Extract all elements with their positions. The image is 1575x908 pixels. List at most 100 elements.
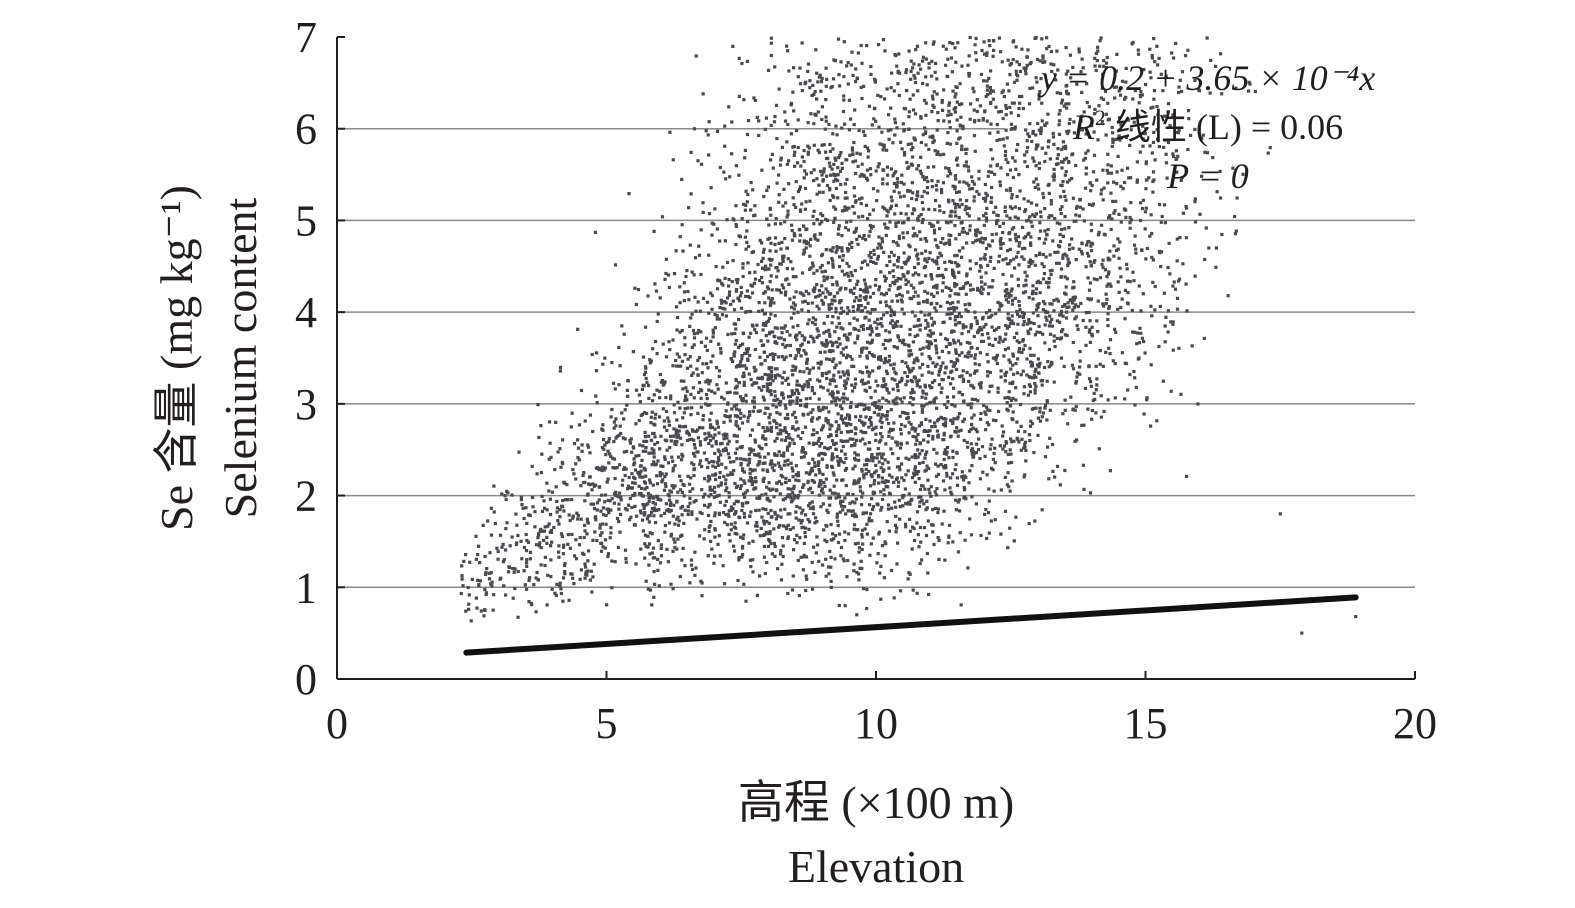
data-point (549, 455, 553, 459)
data-point (586, 492, 590, 496)
data-point (1150, 151, 1154, 155)
data-point (810, 587, 815, 591)
data-point (1060, 205, 1064, 209)
data-point (918, 500, 922, 504)
data-point (907, 500, 911, 504)
data-point (811, 507, 815, 511)
data-point (692, 500, 696, 504)
data-point (706, 479, 710, 483)
data-point (882, 377, 886, 381)
data-point (828, 427, 832, 431)
data-point (814, 551, 818, 555)
data-point (781, 257, 785, 261)
data-point (884, 226, 888, 230)
data-point (823, 452, 827, 456)
data-point (937, 369, 941, 374)
data-point (889, 204, 894, 208)
data-point (913, 358, 917, 362)
data-point (558, 581, 562, 585)
data-point (1160, 214, 1164, 219)
data-point (770, 352, 775, 356)
data-point (783, 428, 787, 432)
data-point (1128, 221, 1132, 225)
data-point (958, 82, 962, 86)
data-point (906, 189, 910, 193)
data-point (839, 439, 843, 443)
data-point (741, 492, 746, 496)
data-point (999, 50, 1003, 54)
data-point (668, 503, 672, 507)
data-point (601, 362, 605, 366)
data-point (647, 495, 651, 500)
data-point (578, 577, 582, 581)
data-point (842, 208, 846, 212)
data-point (938, 367, 942, 372)
data-point (1023, 343, 1027, 348)
data-point (811, 316, 815, 320)
data-point (846, 82, 850, 86)
data-point (933, 70, 937, 74)
data-point (821, 491, 825, 495)
data-point (459, 591, 463, 596)
data-point (821, 424, 826, 428)
data-point (1084, 343, 1088, 347)
data-point (816, 439, 820, 443)
data-point (757, 494, 761, 499)
data-point (961, 377, 966, 381)
data-point (846, 558, 850, 563)
data-point (902, 396, 906, 400)
data-point (882, 143, 886, 147)
data-point (800, 334, 804, 338)
data-point (769, 425, 773, 429)
data-point (483, 588, 487, 592)
data-point (746, 193, 750, 197)
data-point (727, 456, 731, 460)
data-point (1041, 277, 1046, 281)
data-point (733, 451, 738, 455)
data-point (1067, 129, 1071, 133)
data-point (947, 233, 951, 237)
data-point (740, 217, 744, 221)
data-point (1231, 166, 1235, 170)
data-point (695, 428, 700, 432)
data-point (1071, 65, 1075, 69)
data-point (774, 216, 778, 221)
data-point (784, 355, 788, 359)
data-point (891, 387, 895, 391)
data-point (689, 316, 693, 320)
data-point (823, 446, 827, 450)
data-point (1107, 305, 1111, 309)
data-point (848, 153, 852, 157)
data-point (880, 237, 884, 241)
data-point (866, 447, 870, 451)
data-point (1181, 211, 1185, 215)
data-point (949, 234, 953, 238)
data-point (648, 513, 652, 518)
data-point (884, 291, 889, 295)
data-point (754, 331, 758, 335)
data-point (800, 342, 804, 346)
data-point (837, 463, 841, 467)
data-point (734, 327, 738, 331)
data-point (614, 490, 618, 494)
data-point (1093, 107, 1097, 111)
data-point (957, 390, 961, 395)
data-point (723, 503, 727, 507)
data-point (583, 419, 587, 423)
data-point (1007, 262, 1011, 266)
data-point (808, 199, 812, 203)
data-point (839, 351, 843, 355)
data-point (822, 275, 826, 279)
data-point (735, 440, 739, 444)
data-point (849, 405, 853, 409)
data-point (899, 423, 904, 427)
data-point (766, 185, 770, 189)
data-point (1109, 191, 1113, 195)
data-point (965, 281, 969, 285)
data-point (1089, 189, 1093, 193)
data-point (715, 317, 719, 321)
data-point (867, 149, 871, 153)
data-point (877, 532, 881, 536)
data-point (1150, 231, 1154, 236)
data-point (876, 189, 880, 193)
